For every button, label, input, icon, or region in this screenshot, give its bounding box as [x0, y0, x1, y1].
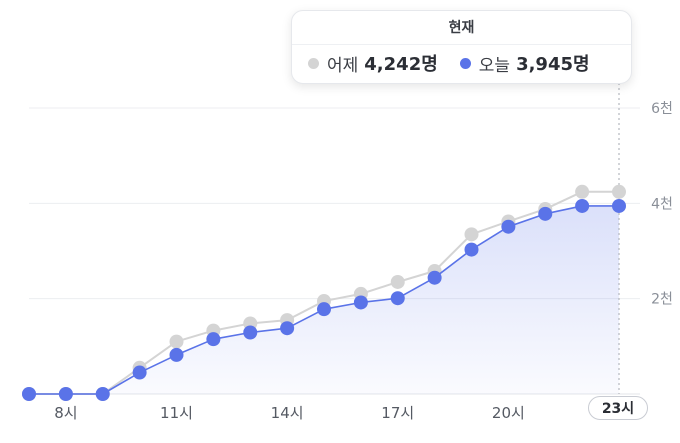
x-axis-ticks: 8시 11시 14시 17시 20시	[54, 404, 525, 422]
current-tooltip: 현재 어제 4,242명 오늘 3,945명	[291, 10, 632, 84]
tooltip-legend: 어제 4,242명 오늘 3,945명	[308, 50, 612, 76]
tooltip-divider	[292, 44, 631, 45]
legend-name-yesterday: 어제	[327, 55, 359, 76]
y-tick-label: 2천	[651, 292, 673, 308]
y-tick-label: 4천	[651, 196, 673, 212]
tooltip-title: 현재	[448, 20, 475, 36]
today-point	[206, 332, 221, 347]
today-point	[427, 270, 442, 285]
yesterday-point	[464, 227, 479, 242]
x-tick-label: 11시	[160, 404, 193, 422]
y-tick-label: 6천	[651, 101, 673, 117]
today-point	[169, 347, 184, 362]
x-tick-label: 20시	[492, 404, 525, 422]
today-point	[58, 387, 73, 401]
today-point	[464, 242, 479, 257]
current-hour-badge[interactable]: 23시	[588, 396, 648, 420]
today-point	[243, 325, 258, 340]
yesterday-point	[612, 184, 626, 199]
today-point	[95, 387, 110, 401]
today-dot-icon	[459, 57, 471, 69]
today-point	[353, 295, 368, 310]
yesterday-dot-icon	[308, 57, 319, 69]
yesterday-point	[169, 334, 184, 349]
x-tick-label: 14시	[271, 404, 304, 422]
legend-value-yesterday: 4,242명	[364, 54, 438, 75]
today-point	[390, 291, 405, 306]
today-point	[501, 219, 516, 234]
x-tick-label: 17시	[381, 404, 414, 422]
yesterday-point	[575, 184, 590, 199]
today-point	[132, 365, 147, 380]
today-point	[22, 387, 36, 401]
today-point	[280, 321, 295, 336]
today-point	[538, 206, 553, 221]
legend-item-today: 오늘 3,945명	[459, 50, 590, 76]
y-axis-ticks: 2천 4천 6천	[651, 101, 673, 308]
legend-name-today: 오늘	[478, 55, 511, 76]
today-point	[575, 198, 590, 213]
x-tick-label: 8시	[54, 404, 77, 422]
today-point	[612, 198, 626, 213]
yesterday-point	[390, 274, 405, 289]
legend-item-yesterday: 어제 4,242명	[308, 50, 438, 76]
series-layer	[22, 184, 626, 401]
legend-value-today: 3,945명	[516, 54, 590, 75]
today-point	[317, 302, 331, 317]
